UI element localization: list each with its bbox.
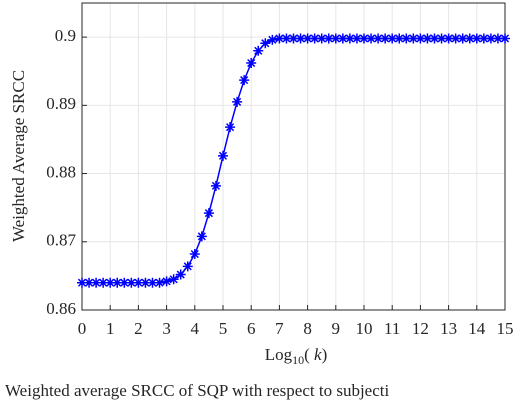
marker [366,33,377,44]
marker [210,180,221,191]
marker [126,277,137,288]
x-label-part: ( [304,345,314,364]
x-tick-label: 13 [440,319,457,338]
marker [232,96,243,107]
marker [161,276,172,287]
marker [344,33,355,44]
marker [359,33,369,44]
x-tick-label: 9 [332,319,341,338]
marker [302,33,313,44]
marker [105,277,116,288]
x-tick-label: 12 [412,319,429,338]
marker [140,277,151,288]
marker [457,33,468,44]
marker [84,277,95,288]
marker [443,33,454,44]
marker [218,150,228,161]
marker [281,33,292,44]
marker [260,38,271,49]
marker [295,33,306,44]
x-tick-label: 1 [106,319,115,338]
marker [119,277,130,288]
x-tick-label: 4 [191,319,200,338]
marker [196,231,207,242]
marker [471,33,482,44]
x-axis-label: Log10( k) [265,345,328,367]
x-tick-label: 5 [219,319,228,338]
marker [154,277,165,288]
line [82,37,505,284]
marker [182,261,193,272]
x-tick-label: 15 [497,319,514,338]
x-tick-label: 3 [162,319,171,338]
y-tick-label: 0.9 [55,26,76,45]
marker [485,33,496,44]
marker [478,33,489,44]
marker [175,269,186,280]
marker [189,249,200,260]
marker [203,208,214,219]
marker [98,277,109,288]
marker [429,33,440,44]
marker [436,33,447,44]
marker [387,33,398,44]
marker [422,33,433,44]
marker [415,33,426,44]
marker [288,33,299,44]
marker [408,33,419,44]
marker [246,58,257,69]
y-tick-label: 0.88 [46,162,76,181]
marker [239,75,250,86]
x-tick-label: 11 [384,319,400,338]
marker [323,33,334,44]
marker [274,33,285,44]
plot-frame [81,2,506,311]
marker [500,33,510,44]
marker [492,33,503,44]
marker [351,33,362,44]
marker [380,33,391,44]
x-label-variable: k [314,345,322,364]
x-tick-label: 10 [356,319,373,338]
x-tick-label: 7 [275,319,284,338]
y-tick-label: 0.86 [46,299,76,318]
marker [330,33,341,44]
marker [147,277,158,288]
y-tick-label: 0.89 [46,94,76,113]
marker [112,277,123,288]
x-tick-label: 0 [78,319,87,338]
marker [91,277,102,288]
marker [77,277,87,288]
marker [316,33,327,44]
marker [309,33,320,44]
marker [464,33,475,44]
marker [133,277,144,288]
x-label-subscript: 10 [292,353,304,367]
x-label-part: Log [265,345,293,364]
marker [253,45,264,56]
marker [267,34,278,45]
x-label-part: ) [322,345,328,364]
y-tick-label: 0.87 [46,231,76,250]
x-tick-label: 2 [134,319,143,338]
marker [225,122,236,133]
y-axis-label: Weighted Average SRCC [9,70,28,242]
marker [373,33,384,44]
marker [168,274,179,285]
marker [401,33,412,44]
marker [394,33,405,44]
marker [337,33,348,44]
x-tick-label: 8 [303,319,312,338]
marker [450,33,461,44]
caption: Weighted average SRCC of SQP with respec… [5,381,389,400]
x-tick-label: 6 [247,319,256,338]
x-tick-label: 14 [468,319,486,338]
